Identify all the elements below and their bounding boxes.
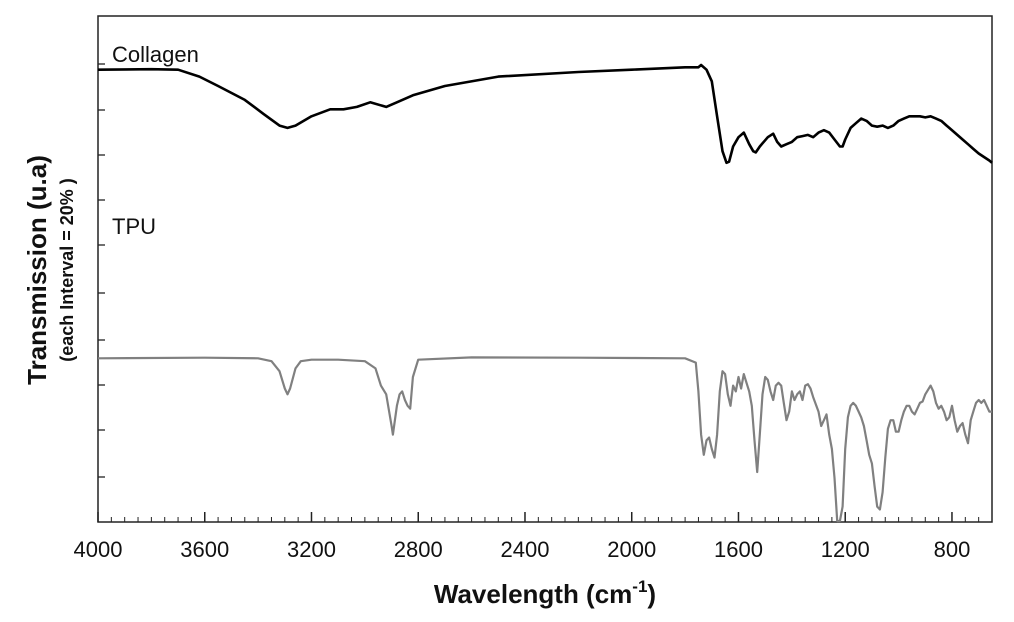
x-axis-title-superscript: -1 (632, 577, 647, 596)
series-label-tpu: TPU (112, 214, 156, 239)
x-axis-title-main: Wavelength (cm (434, 579, 632, 609)
plot-area: Collagen TPU (97, 15, 993, 523)
x-major-ticks (97, 512, 953, 522)
x-axis-title: Wavelength (cm-1) (434, 577, 656, 609)
x-tick-label: 4000 (74, 537, 123, 562)
x-tick-label: 1200 (821, 537, 870, 562)
x-tick-label: 3200 (287, 537, 336, 562)
x-tick-label: 800 (934, 537, 971, 562)
x-tick-label: 2000 (607, 537, 656, 562)
x-tick-label: 3600 (180, 537, 229, 562)
x-minor-ticks (110, 517, 993, 522)
x-tick-label: 2400 (501, 537, 550, 562)
y-ticks (98, 63, 105, 478)
y-axis-title: Transmission (u.a) (22, 155, 52, 385)
x-tick-label: 1600 (714, 537, 763, 562)
series-line-tpu (97, 356, 992, 523)
plot-frame (97, 15, 993, 523)
y-axis-subtitle: (each Interval = 20% ) (57, 178, 77, 362)
x-tick-labels: 4000 3600 3200 2800 2400 2000 1600 1200 800 (74, 537, 971, 562)
series-label-collagen: Collagen (112, 42, 199, 67)
series-line-collagen (97, 63, 993, 165)
x-axis-title-close: ) (647, 579, 656, 609)
x-tick-label: 2800 (394, 537, 443, 562)
